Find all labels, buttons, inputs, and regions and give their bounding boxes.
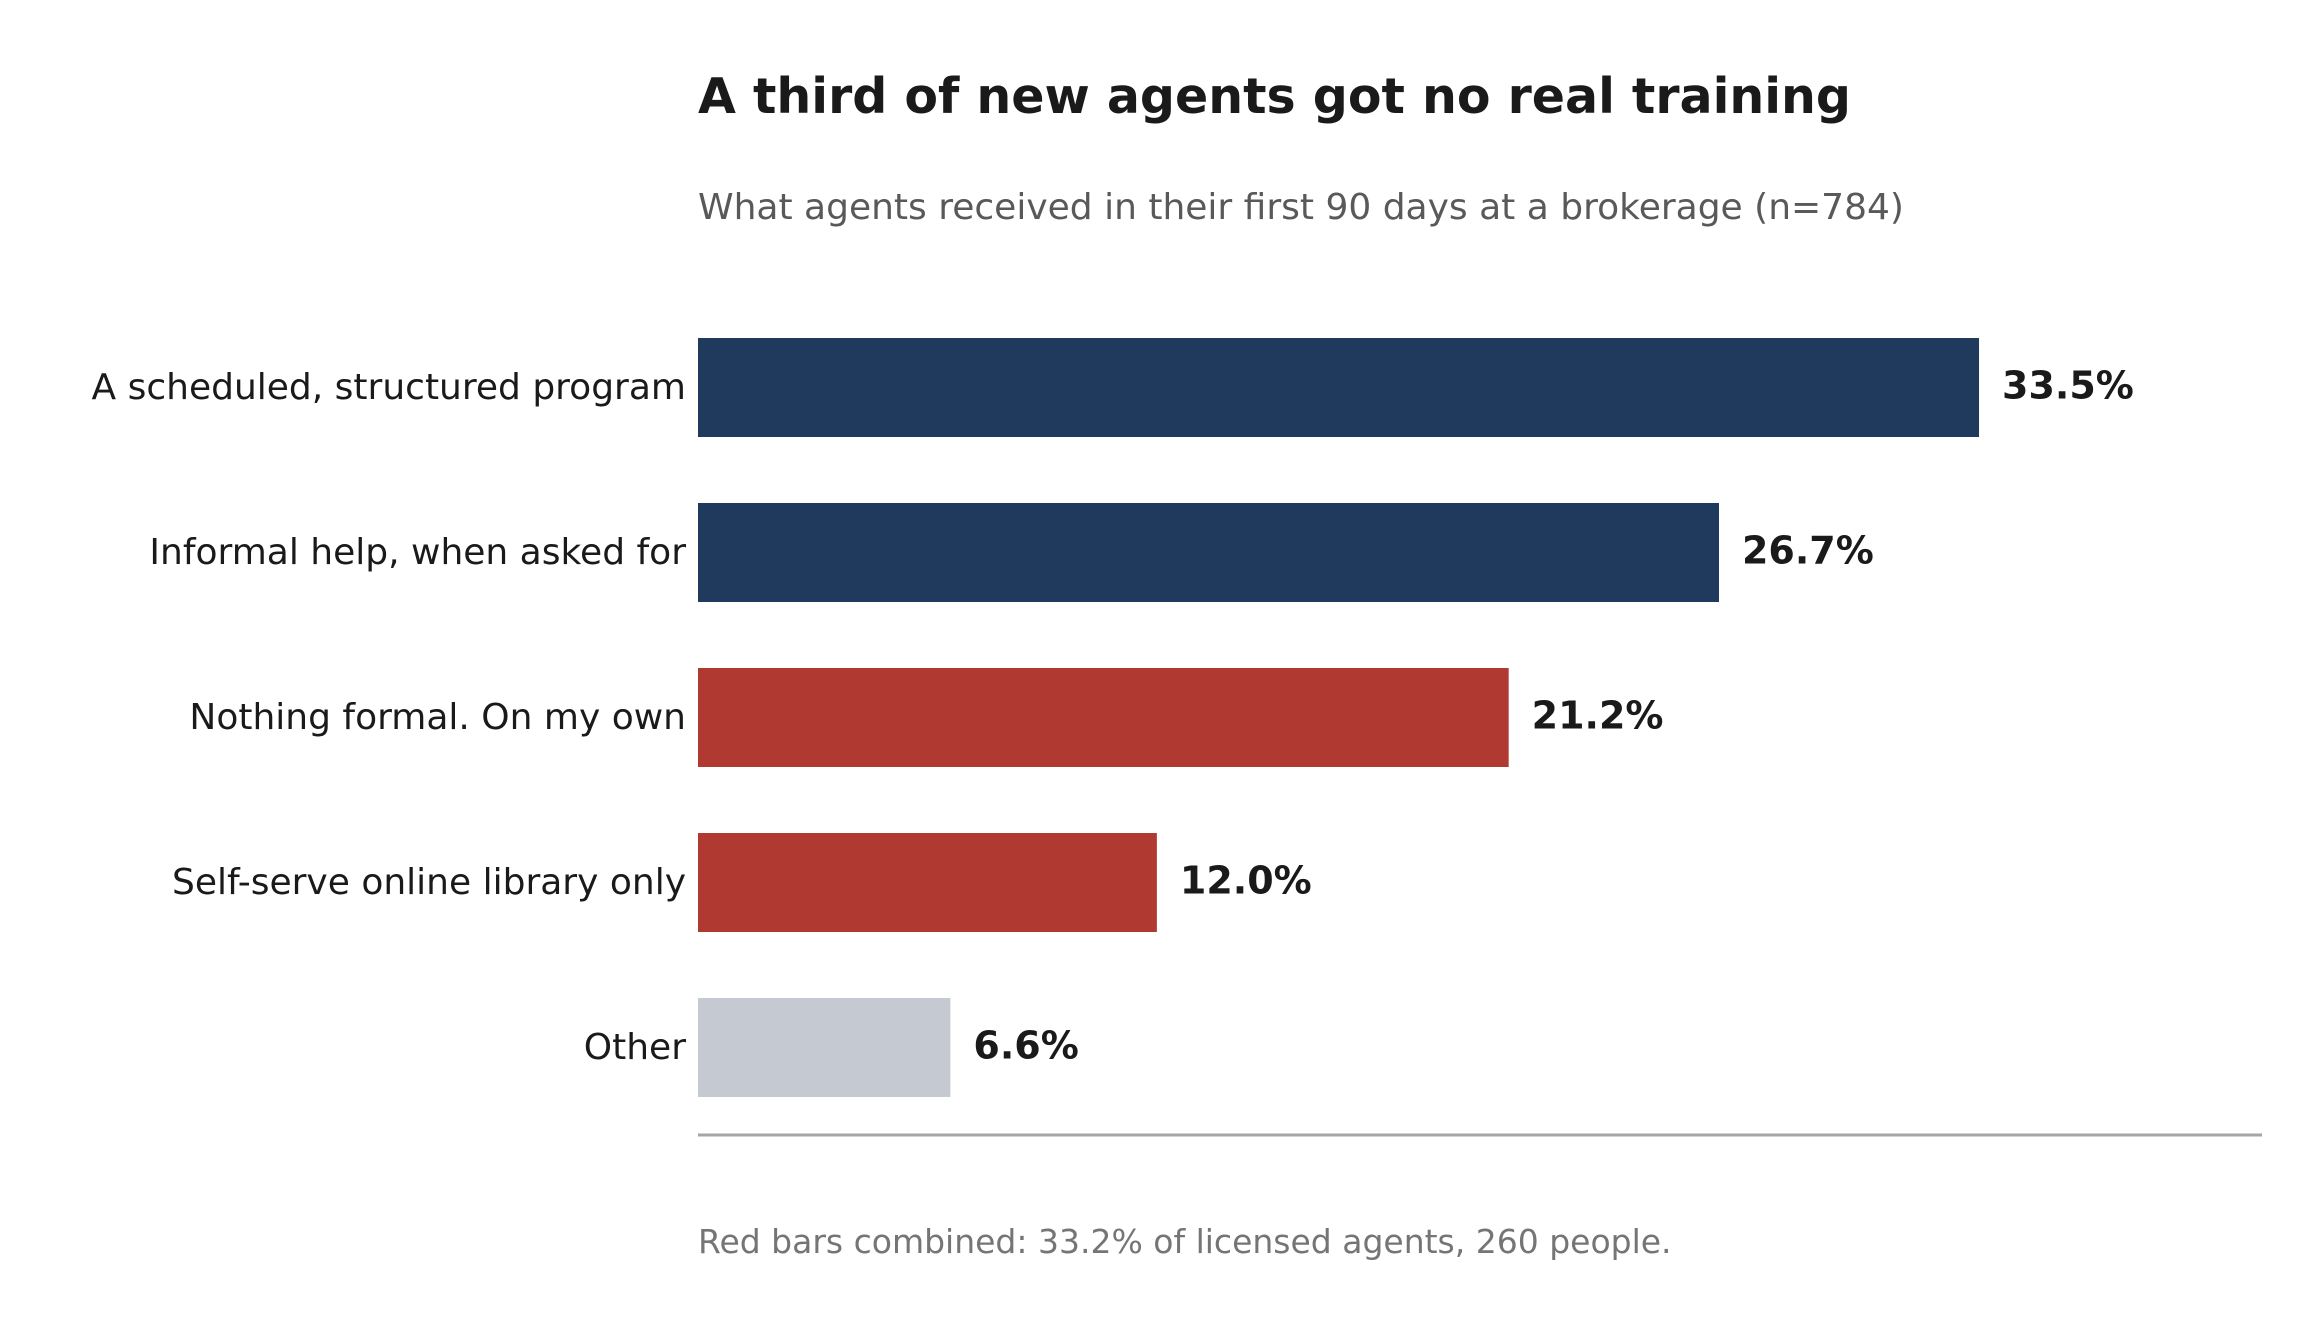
chart-title: A third of new agents got no real traini… (698, 68, 1851, 125)
value-label: 26.7% (1742, 529, 1874, 573)
value-label: 6.6% (973, 1024, 1078, 1068)
bar (698, 833, 1157, 932)
category-label: Self-serve online library only (172, 862, 686, 903)
value-label: 33.5% (2002, 364, 2134, 408)
chart-footnote: Red bars combined: 33.2% of licensed age… (698, 1222, 1672, 1261)
category-label: Informal help, when asked for (149, 532, 686, 573)
bar (698, 668, 1509, 767)
bar (698, 503, 1719, 602)
chart-subtitle: What agents received in their first 90 d… (698, 187, 1904, 228)
bar-group: A scheduled, structured program 33.5% Info… (92, 338, 2134, 1097)
category-label: A scheduled, structured program (92, 367, 686, 408)
category-label: Other (584, 1027, 686, 1068)
bar (698, 338, 1980, 437)
value-label: 21.2% (1532, 694, 1664, 738)
bar (698, 998, 951, 1097)
value-label: 12.0% (1180, 859, 1312, 903)
category-label: Nothing formal. On my own (189, 697, 686, 738)
